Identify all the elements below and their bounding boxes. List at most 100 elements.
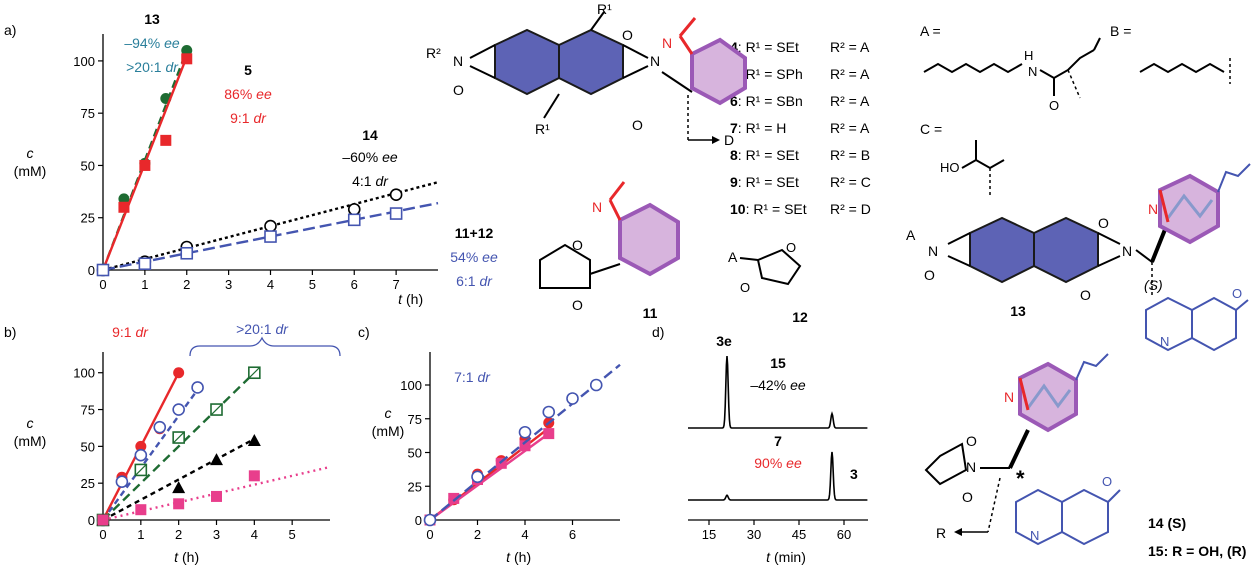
data-point (160, 134, 172, 146)
caption-15: 15: R = OH, (R) (1148, 543, 1246, 559)
x-tick-label: 2 (175, 527, 182, 542)
compound-row: 9: R¹ = SEt R² = C (730, 174, 871, 190)
label-C-def: C = (920, 121, 942, 137)
label-O-13c: O (1080, 287, 1091, 303)
y-tick-label: 25 (81, 476, 95, 491)
data-point (448, 492, 460, 504)
y-tick-label: 100 (73, 366, 95, 381)
y-tick-label: 0 (415, 513, 422, 528)
trace-top-num: 15 (770, 355, 786, 371)
series-1 (97, 53, 193, 276)
data-point (264, 219, 277, 233)
x-tick-label: 3 (225, 277, 232, 292)
label-A-12: A (728, 249, 738, 265)
plot-b-ylabel-unit: (mM) (14, 433, 47, 449)
plot-b-ylabel-var: c (27, 415, 34, 431)
y-tick-label: 25 (81, 211, 95, 226)
label-O-14a: O (966, 433, 977, 449)
label-12: 12 (792, 309, 808, 325)
series-fit-line (102, 181, 439, 272)
data-point (247, 433, 261, 446)
label-B-def: B = (1110, 23, 1131, 39)
label-O-12a: O (786, 240, 796, 255)
trace-top-ee: –42% ee (750, 377, 805, 393)
ann1112-dr: 6:1 dr (456, 273, 493, 289)
naphthalene-diimide-core-13 (947, 216, 1121, 284)
plot-c-ann: 7:1 dr (454, 369, 491, 385)
data-point (173, 367, 185, 379)
trace-bottom-ee: 90% ee (754, 455, 802, 471)
panel-label-a: a) (4, 22, 16, 38)
label-S: (S) (1144, 277, 1163, 293)
ann1112-ee: 54% ee (450, 249, 498, 265)
x-tick-label: 0 (99, 277, 106, 292)
compound-number: 6 (730, 93, 738, 109)
x-tick-label: 5 (309, 277, 316, 292)
ndi-structure-top: N N R² R¹ R¹ O O O N D (426, 1, 747, 148)
ann13-num: 13 (144, 11, 160, 27)
structure-11: N O O 11 (539, 181, 680, 321)
r-group-definitions: A = H N O B = C = HO (920, 23, 1231, 196)
bicycle-ring-top (690, 37, 747, 106)
label-N-ring-top: N (662, 35, 672, 51)
compound-r1: : R¹ = SBn (738, 93, 803, 109)
label-N-A: N (1028, 64, 1037, 79)
y-tick-label: 75 (81, 106, 95, 121)
data-point (135, 440, 147, 452)
data-point (347, 213, 361, 227)
plot-d-labels: 3e 3 15 –42% ee 7 90% ee t (min) (716, 333, 858, 565)
label-N-left: N (453, 53, 463, 69)
plot-b-brace (189, 336, 341, 357)
x-tick-label: 6 (569, 527, 576, 542)
label-N-11: N (592, 199, 602, 215)
label-O-11a: O (572, 237, 583, 253)
x-tick-label: 45 (792, 527, 806, 542)
series-2 (423, 363, 621, 527)
compound-r1: : R¹ = SEt (738, 174, 799, 190)
y-tick-label: 0 (88, 263, 95, 278)
compound-r2: R² = A (830, 66, 870, 82)
ann14-dr: 4:1 dr (352, 173, 389, 189)
plot-a-xlabel-var: t (398, 291, 403, 307)
data-point (172, 481, 186, 494)
compound-r2: R² = B (830, 147, 870, 163)
plot-d-label-3: 3 (850, 466, 858, 482)
label-D: D (724, 132, 734, 148)
label-R1-top: R¹ (597, 1, 612, 17)
ann14-num: 14 (362, 127, 378, 143)
x-tick-label: 4 (521, 527, 528, 542)
plot-b-ann-red: 9:1 dr (112, 324, 149, 340)
naphthalene-diimide-core (469, 11, 649, 119)
plot-a-ylabel-var: c (27, 145, 34, 161)
data-point (423, 513, 437, 527)
plot-c-labels: c (mM) t (h) 7:1 dr (372, 369, 531, 565)
compound-number: 7 (730, 120, 738, 136)
marker-hatch (172, 431, 185, 444)
y-tick-label: 50 (81, 158, 95, 173)
data-point (264, 230, 277, 243)
data-point (118, 193, 130, 205)
compound-number: 8 (730, 147, 738, 163)
compound-r1: : R¹ = H (738, 120, 787, 136)
x-tick-label: 30 (747, 527, 761, 542)
series-4 (97, 465, 331, 526)
label-A-13: A (906, 227, 916, 243)
data-point (118, 201, 130, 213)
data-point (138, 257, 152, 271)
compound-row: 10: R¹ = SEt R² = D (730, 201, 871, 217)
y-tick-label: 100 (400, 378, 422, 393)
ann13-ee: –94% ee (124, 35, 179, 51)
data-point (180, 246, 194, 260)
ann1112-num: 11+12 (455, 225, 494, 241)
x-tick-label: 60 (837, 527, 851, 542)
series-0 (97, 367, 185, 526)
x-tick-label: 4 (267, 277, 274, 292)
data-point (115, 475, 129, 489)
label-O-11b: O (572, 297, 583, 313)
plot-b-ann-blue: >20:1 dr (236, 321, 289, 337)
compound-number: 4 (730, 39, 738, 55)
label-N-ring-13: N (1148, 201, 1158, 217)
label-O-bottom-right: O (632, 117, 643, 133)
data-point (248, 470, 260, 482)
structure-13: N N A O O O 13 (S) N O N (906, 163, 1251, 352)
